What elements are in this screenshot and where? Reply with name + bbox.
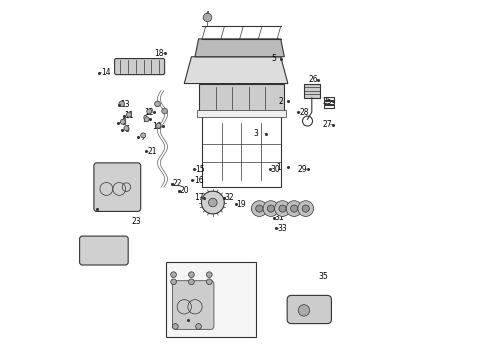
Text: 2: 2 (278, 97, 283, 106)
Text: 29: 29 (297, 165, 307, 174)
Circle shape (162, 108, 168, 114)
Text: 6: 6 (124, 126, 129, 135)
Circle shape (263, 201, 279, 216)
Text: 22: 22 (172, 179, 182, 188)
Text: 35: 35 (318, 272, 328, 281)
Circle shape (121, 119, 125, 124)
Text: 18: 18 (154, 49, 164, 58)
Text: 8: 8 (121, 118, 126, 127)
Text: 12: 12 (144, 108, 153, 117)
Circle shape (286, 201, 302, 216)
Bar (167, 262, 256, 337)
Circle shape (196, 324, 201, 329)
Circle shape (144, 117, 149, 122)
Polygon shape (198, 84, 284, 112)
Circle shape (141, 133, 146, 138)
Circle shape (126, 112, 131, 117)
Bar (304, 84, 320, 98)
Text: 3: 3 (253, 129, 258, 138)
Bar (323, 105, 334, 108)
Circle shape (203, 13, 212, 22)
Circle shape (172, 324, 178, 329)
Text: 11: 11 (124, 111, 134, 120)
Circle shape (171, 279, 176, 285)
Text: 24: 24 (98, 204, 107, 213)
Circle shape (268, 205, 274, 212)
Text: 13: 13 (121, 100, 130, 109)
Text: 17: 17 (194, 193, 203, 202)
Text: 30: 30 (270, 165, 280, 174)
Text: 20: 20 (179, 186, 189, 195)
Circle shape (189, 279, 194, 285)
Text: 15: 15 (196, 165, 205, 174)
Circle shape (209, 198, 217, 207)
Circle shape (155, 101, 160, 107)
Bar (323, 101, 334, 104)
Text: 31: 31 (274, 213, 284, 222)
FancyBboxPatch shape (172, 281, 214, 329)
Circle shape (124, 126, 129, 131)
Text: 27: 27 (322, 120, 332, 129)
Circle shape (171, 272, 176, 278)
Circle shape (298, 201, 314, 216)
Text: 23: 23 (131, 217, 141, 226)
FancyBboxPatch shape (94, 163, 141, 211)
Circle shape (156, 123, 161, 128)
Text: 34: 34 (183, 311, 193, 320)
Text: 26: 26 (308, 76, 318, 85)
Text: 1: 1 (276, 163, 281, 172)
Text: 7: 7 (141, 132, 146, 141)
Circle shape (256, 205, 263, 212)
Circle shape (189, 272, 194, 278)
Text: 9: 9 (143, 115, 147, 124)
Text: 4: 4 (205, 11, 210, 20)
Text: 14: 14 (101, 68, 111, 77)
Text: 32: 32 (224, 193, 234, 202)
Text: 10: 10 (153, 122, 162, 131)
Text: 25: 25 (322, 97, 332, 106)
FancyBboxPatch shape (79, 236, 128, 265)
Text: 5: 5 (271, 54, 276, 63)
Text: 28: 28 (299, 108, 309, 117)
Polygon shape (195, 39, 284, 57)
Circle shape (279, 205, 286, 212)
Circle shape (298, 305, 310, 316)
Text: 16: 16 (194, 176, 203, 185)
Bar (323, 97, 334, 100)
Text: 33: 33 (278, 224, 287, 233)
Circle shape (206, 279, 212, 285)
Polygon shape (184, 57, 288, 84)
Text: 19: 19 (237, 200, 246, 209)
Circle shape (291, 205, 298, 212)
Circle shape (302, 205, 309, 212)
Text: 21: 21 (147, 147, 157, 156)
FancyBboxPatch shape (115, 59, 165, 75)
Circle shape (119, 101, 124, 107)
Circle shape (206, 272, 212, 278)
Circle shape (147, 109, 152, 114)
Circle shape (275, 201, 291, 216)
Circle shape (201, 191, 224, 214)
Circle shape (251, 201, 267, 216)
Polygon shape (197, 111, 286, 117)
FancyBboxPatch shape (287, 296, 331, 324)
